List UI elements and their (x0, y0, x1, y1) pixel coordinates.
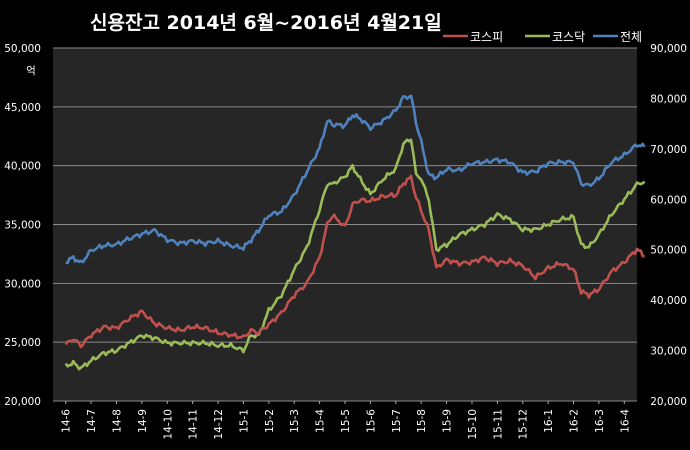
left-axis-ticks: 20,000 25,000 30,000 35,000 40,000 45,000 50,0… (4, 43, 41, 408)
x-tick-label: 15-7 (391, 409, 403, 433)
x-tick-label: 15-1 (238, 409, 250, 433)
grid-lines (53, 47, 637, 402)
x-tick-label: 14-11 (188, 409, 200, 440)
left-tick-label: 45,000 (4, 102, 41, 114)
series-lines (64, 94, 646, 371)
right-tick-label: 40,000 (650, 295, 687, 307)
left-tick-label: 50,000 (4, 43, 41, 55)
x-tick-label: 14-7 (86, 409, 98, 433)
series-line-코스닥 (64, 138, 646, 371)
x-tick-label: 15-11 (492, 409, 504, 440)
x-tick-label: 15-9 (442, 409, 454, 433)
x-tick-label: 14-10 (162, 409, 174, 440)
right-tick-label: 90,000 (650, 43, 687, 55)
left-tick-label: 30,000 (4, 278, 41, 290)
right-tick-label: 80,000 (650, 93, 687, 105)
x-tick-label: 16-3 (594, 409, 606, 433)
x-tick-label: 16-1 (543, 409, 555, 433)
right-tick-label: 50,000 (650, 245, 687, 257)
x-tick-label: 14-9 (137, 409, 149, 433)
x-tick-label: 14-12 (213, 409, 225, 440)
x-tick-label: 15-5 (340, 409, 352, 433)
x-tick-label: 15-2 (264, 409, 276, 433)
series-line-코스피 (64, 174, 645, 349)
series-line-전체 (65, 94, 646, 265)
legend: 코스피 코스닥 전체 (443, 30, 642, 44)
x-tick-label: 15-8 (416, 409, 428, 433)
left-tick-label: 40,000 (4, 161, 41, 173)
x-tick-label: 14-6 (61, 409, 73, 433)
x-tick-label: 15-12 (518, 409, 530, 440)
x-tick-label: 15-4 (315, 409, 327, 433)
x-axis-ticks: 14-6 14-7 14-8 14-9 14-10 14-11 14-12 15-1 15-2 1… (61, 401, 631, 440)
legend-label: 전체 (620, 30, 642, 44)
left-tick-label: 20,000 (4, 396, 41, 408)
x-tick-label: 16-4 (619, 409, 631, 433)
right-tick-label: 60,000 (650, 194, 687, 206)
x-tick-label: 15-10 (467, 409, 479, 440)
left-axis-unit-label: 억 (26, 65, 36, 77)
legend-label: 코스피 (470, 30, 503, 44)
right-axis-ticks: 20,000 30,000 40,000 50,000 60,000 70,000 80,0… (650, 43, 687, 408)
x-tick-label: 14-8 (111, 409, 123, 433)
right-tick-label: 20,000 (650, 396, 687, 408)
legend-label: 코스닥 (552, 30, 585, 44)
left-tick-label: 25,000 (4, 337, 41, 349)
right-tick-label: 30,000 (650, 346, 687, 358)
right-tick-label: 70,000 (650, 144, 687, 156)
x-tick-label: 15-3 (289, 409, 301, 433)
x-tick-label: 15-6 (365, 409, 377, 433)
x-tick-label: 16-2 (569, 409, 581, 433)
chart-title: 신용잔고 2014년 6월~2016년 4월21일 (90, 12, 442, 34)
left-tick-label: 35,000 (4, 220, 41, 232)
